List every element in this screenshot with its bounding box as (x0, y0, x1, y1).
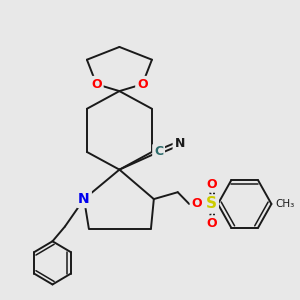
Text: O: O (206, 178, 217, 191)
Text: O: O (206, 217, 217, 230)
Text: N: N (175, 136, 185, 150)
Text: N: N (78, 192, 90, 206)
Text: S: S (206, 196, 217, 211)
Text: O: O (191, 197, 202, 211)
Text: O: O (137, 78, 148, 91)
Text: CH₃: CH₃ (275, 199, 295, 209)
Text: C: C (154, 146, 163, 158)
Text: O: O (91, 78, 102, 91)
